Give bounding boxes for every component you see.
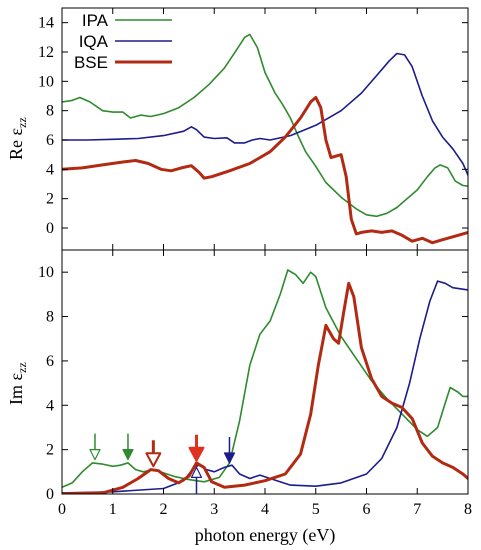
top-y-axis-label: Re εzz xyxy=(6,117,29,160)
legend-label-iqa: IQA xyxy=(79,32,109,51)
top-ytick-label: 0 xyxy=(46,220,54,237)
peak-arrow-bse-peak-1 xyxy=(145,440,162,468)
bottom-series-iqa xyxy=(62,280,468,494)
legend-label-ipa: IPA xyxy=(82,11,109,30)
bottom-xtick-label: 2 xyxy=(160,501,168,518)
top-axis-ticks: 0 2 4 6 8 10 12 14 xyxy=(38,8,469,250)
bottom-series-group xyxy=(62,269,468,494)
bottom-ytick-label: 0 xyxy=(46,486,54,503)
top-ytick-label: 6 xyxy=(46,132,54,149)
bottom-panel: 0 2 4 6 8 10 0 1 2 3 4 5 6 7 8 Im εzz photon energy (e… xyxy=(6,249,472,546)
bottom-y-axis-label: Im εzz xyxy=(6,362,29,405)
top-ytick-label: 10 xyxy=(38,73,54,90)
peak-arrow-ipa-peak-1 xyxy=(89,433,101,461)
bottom-xtick-label: 1 xyxy=(109,501,117,518)
top-ytick-label: 12 xyxy=(38,44,54,61)
peak-arrow-ipa-peak-2 xyxy=(122,433,134,461)
bottom-ytick-label: 6 xyxy=(46,353,54,370)
top-panel: 0 2 4 6 8 10 12 14 Re εzz IPA IQA BSE xyxy=(6,7,469,251)
top-plot-frame xyxy=(61,7,469,251)
bottom-plot-frame xyxy=(61,249,469,495)
x-axis-label: photon energy (eV) xyxy=(195,525,336,546)
legend: IPA IQA BSE xyxy=(74,11,172,72)
bottom-xtick-label: 4 xyxy=(261,501,269,518)
bottom-ytick-label: 8 xyxy=(46,309,54,326)
peak-arrow-markers xyxy=(89,433,236,494)
bottom-series-bse xyxy=(62,281,468,494)
top-series-bse xyxy=(62,96,468,245)
top-series-ipa xyxy=(62,33,468,218)
bottom-xtick-label: 8 xyxy=(464,501,472,518)
top-series-group xyxy=(62,33,468,245)
peak-arrow-iqa-peak-2 xyxy=(223,436,236,464)
top-ytick-label: 8 xyxy=(46,103,54,120)
legend-label-bse: BSE xyxy=(74,53,108,72)
bottom-series-ipa xyxy=(62,269,468,489)
bottom-xtick-label: 3 xyxy=(210,501,218,518)
top-ytick-label: 14 xyxy=(38,15,54,32)
bottom-xtick-label: 5 xyxy=(312,501,320,518)
bottom-xtick-label: 7 xyxy=(413,501,421,518)
top-ytick-label: 2 xyxy=(46,191,54,208)
peak-arrow-bse-peak-2 xyxy=(188,434,205,462)
top-series-iqa xyxy=(62,52,468,176)
peak-arrow-iqa-peak-1 xyxy=(190,466,203,494)
bottom-ytick-label: 10 xyxy=(38,264,54,281)
bottom-xtick-label: 0 xyxy=(58,501,66,518)
bottom-ytick-label: 4 xyxy=(46,397,54,414)
bottom-xtick-label: 6 xyxy=(363,501,371,518)
bottom-axis-ticks: 0 2 4 6 8 10 0 1 2 3 4 5 6 7 8 xyxy=(38,250,472,518)
bottom-ytick-label: 2 xyxy=(46,442,54,459)
top-ytick-label: 4 xyxy=(46,161,54,178)
